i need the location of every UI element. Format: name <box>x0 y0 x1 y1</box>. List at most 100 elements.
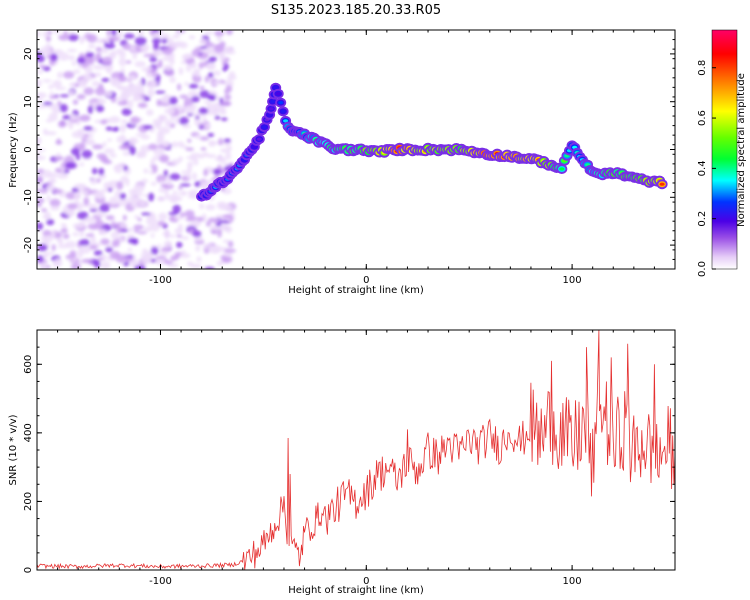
noise-blob <box>117 197 128 207</box>
noise-blob <box>50 53 58 62</box>
noise-blob <box>118 57 127 67</box>
noise-blob <box>101 77 110 83</box>
snr-series-line <box>37 330 675 570</box>
ridge-core <box>278 101 284 105</box>
noise-blob <box>129 46 136 51</box>
noise-blob <box>159 154 170 163</box>
noise-blob <box>211 245 222 253</box>
noise-blob <box>69 89 75 97</box>
noise-blob <box>37 182 41 188</box>
noise-blob <box>137 30 145 37</box>
noise-blob <box>81 149 93 159</box>
noise-blob <box>153 31 159 39</box>
ridge-core <box>268 107 274 111</box>
noise-blob <box>109 196 119 205</box>
noise-blob <box>186 261 194 266</box>
noise-blob <box>127 237 138 244</box>
noise-blob <box>225 151 232 161</box>
noise-blob <box>221 100 232 107</box>
noise-blob <box>79 239 90 247</box>
noise-blob <box>176 141 185 148</box>
noise-blob <box>152 50 163 57</box>
noise-blob <box>192 230 202 238</box>
noise-blob <box>72 223 85 229</box>
noise-blob <box>196 256 202 263</box>
noise-blob <box>105 215 115 221</box>
noise-blob <box>149 213 156 218</box>
ridge-core <box>283 119 289 123</box>
noise-blob <box>93 250 103 256</box>
noise-blob <box>83 134 89 138</box>
noise-blob <box>179 94 189 99</box>
noise-blob <box>37 255 44 263</box>
noise-blob <box>52 188 63 194</box>
noise-blob <box>222 66 228 72</box>
noise-blob <box>208 94 216 101</box>
noise-blob <box>117 225 122 234</box>
noise-blob <box>44 131 57 136</box>
spectral-ridge <box>196 82 668 202</box>
noise-blob <box>42 101 53 106</box>
noise-blob <box>228 71 236 78</box>
noise-blob <box>95 219 104 228</box>
noise-blob <box>140 212 151 216</box>
noise-blob <box>149 224 160 232</box>
noise-blob <box>187 195 199 199</box>
noise-blob <box>56 156 64 161</box>
noise-blob <box>176 241 183 248</box>
noise-blob <box>69 82 76 87</box>
noise-blob <box>87 105 94 114</box>
noise-blob <box>157 244 162 249</box>
noise-blob <box>72 99 79 105</box>
noise-blob <box>50 205 60 211</box>
noise-blob <box>92 167 98 175</box>
noise-blob <box>205 204 216 211</box>
figure-title: S135.2023.185.20.33.R05 <box>271 3 441 18</box>
noise-blob <box>147 88 155 98</box>
colorbar-ticks: 0.0 0.2 0.4 0.6 0.8 <box>697 60 716 277</box>
noise-blob <box>204 266 215 269</box>
snr-panel: -100 0 100 0 200 400 600 Height of straight li… <box>8 329 676 596</box>
noise-blob <box>125 198 132 203</box>
noise-blob <box>192 220 202 227</box>
noise-blob <box>205 221 211 227</box>
noise-blob <box>156 99 162 107</box>
noise-blob <box>223 239 229 244</box>
noise-blob <box>109 116 121 124</box>
noise-blob <box>62 206 68 214</box>
noise-blob <box>223 138 231 143</box>
noise-blob <box>145 72 153 78</box>
noise-blob <box>156 74 161 82</box>
noise-blob <box>92 144 104 150</box>
noise-blob <box>158 114 168 122</box>
noise-blob <box>169 57 175 66</box>
noise-blob <box>112 126 120 131</box>
noise-blob <box>68 55 76 61</box>
noise-blob <box>118 144 131 150</box>
ridge-core <box>261 125 267 129</box>
noise-blob <box>133 224 144 231</box>
noise-blob <box>52 80 62 88</box>
noise-blob <box>95 38 105 44</box>
noise-blob <box>102 141 107 147</box>
noise-blob <box>111 239 117 248</box>
noise-blob <box>164 191 169 200</box>
noise-blob <box>37 202 42 208</box>
noise-blob <box>179 212 186 217</box>
noise-blob <box>142 125 153 130</box>
noise-blob <box>208 90 217 95</box>
noise-blob <box>79 220 87 224</box>
noise-blob <box>203 169 208 177</box>
noise-blob <box>125 257 133 262</box>
noise-blob <box>129 193 135 201</box>
noise-blob <box>128 138 136 147</box>
y-tick-label: 0 <box>23 146 34 152</box>
noise-blob <box>104 43 116 49</box>
spectrogram-xlabel: Height of straight line (km) <box>288 285 424 296</box>
noise-blob <box>162 230 171 237</box>
noise-blob <box>100 261 111 269</box>
noise-blob <box>152 37 161 44</box>
noise-blob <box>153 42 159 50</box>
noise-blob <box>211 107 220 114</box>
colorbar-tick-label: 0.6 <box>697 110 708 126</box>
